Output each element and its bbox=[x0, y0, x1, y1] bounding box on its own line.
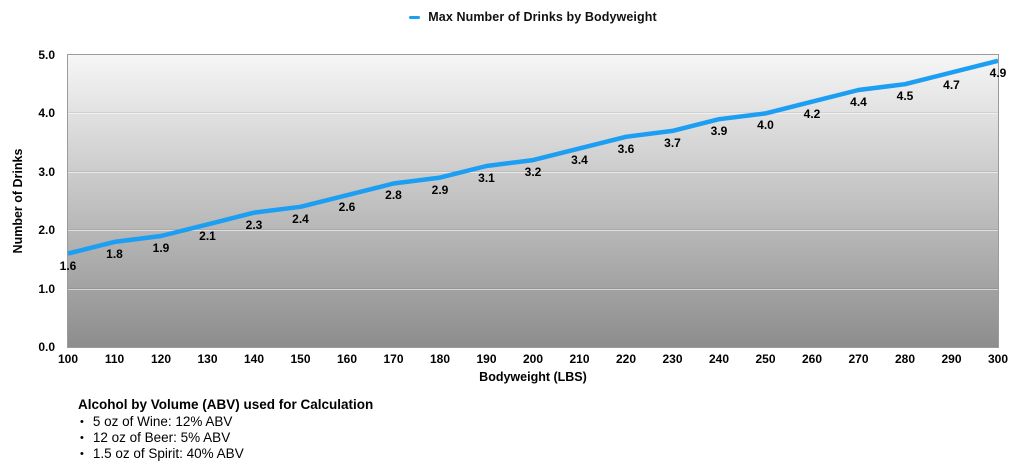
abv-note-item: • 1.5 oz of Spirit: 40% ABV bbox=[78, 446, 373, 462]
x-tick-label: 280 bbox=[894, 352, 916, 366]
x-tick-label: 170 bbox=[383, 352, 404, 366]
y-axis-tick-labels: 0.0 1.0 2.0 3.0 4.0 5.0 bbox=[0, 48, 62, 354]
abv-note-text: 5 oz of Wine: 12% ABV bbox=[92, 414, 233, 429]
x-tick-label: 180 bbox=[429, 352, 451, 366]
abv-notes-title: Alcohol by Volume (ABV) used for Calcula… bbox=[78, 397, 374, 412]
x-tick-label: 110 bbox=[104, 352, 125, 366]
x-tick-label: 300 bbox=[987, 352, 1009, 366]
x-tick-label: 220 bbox=[615, 352, 637, 366]
data-point-label: 2.4 bbox=[292, 211, 309, 226]
data-point-label: 2.8 bbox=[385, 188, 402, 203]
series-line-svg bbox=[68, 58, 998, 256]
plot-area: 1.6 1.8 1.9 2.1 2.3 2.4 2.6 2.8 2.9 3.1 3.2 3.4 3.6 3… bbox=[60, 54, 1006, 348]
data-point-label: 2.1 bbox=[199, 229, 216, 244]
x-tick-label: 190 bbox=[476, 352, 497, 366]
data-point-label: 2.6 bbox=[338, 200, 356, 215]
x-axis-tick-labels: 100 110 120 130 140 150 160 170 180 190 200 210 220 2… bbox=[58, 352, 1008, 366]
x-axis-title: Bodyweight (LBS) bbox=[479, 370, 587, 384]
bullet-icon: • bbox=[80, 432, 84, 444]
data-point-label: 1.6 bbox=[59, 258, 77, 273]
x-tick-label: 270 bbox=[848, 352, 869, 366]
abv-note-text: 12 oz of Beer: 5% ABV bbox=[92, 430, 231, 445]
gridline bbox=[68, 113, 998, 114]
x-tick-label: 260 bbox=[801, 352, 823, 366]
data-point-label: 1.9 bbox=[152, 241, 170, 256]
x-tick-label: 230 bbox=[662, 352, 683, 366]
x-tick-label: 290 bbox=[941, 352, 962, 366]
data-point-label: 3.2 bbox=[524, 165, 542, 180]
abv-notes-list: • 5 oz of Wine: 12% ABV • 12 oz of Beer: 5%… bbox=[78, 414, 373, 462]
data-point-label: 4.5 bbox=[896, 89, 914, 104]
abv-note-item: • 5 oz of Wine: 12% ABV bbox=[78, 414, 373, 430]
data-point-label: 3.1 bbox=[478, 170, 495, 185]
data-point-label: 1.8 bbox=[106, 246, 123, 261]
bullet-icon: • bbox=[80, 448, 84, 460]
x-tick-label: 150 bbox=[290, 352, 311, 366]
x-tick-label: 160 bbox=[336, 352, 358, 366]
legend: Max Number of Drinks by Bodyweight bbox=[68, 8, 998, 26]
bullet-icon: • bbox=[80, 416, 84, 428]
data-point-label: 4.7 bbox=[943, 77, 960, 92]
data-point-label: 4.0 bbox=[757, 118, 774, 133]
data-point-label: 4.2 bbox=[803, 106, 821, 121]
data-point-label: 3.6 bbox=[617, 141, 635, 156]
x-tick-label: 200 bbox=[522, 352, 544, 366]
x-tick-label: 240 bbox=[708, 352, 730, 366]
gridline bbox=[68, 172, 998, 173]
x-tick-label: 250 bbox=[755, 352, 776, 366]
data-point-label: 2.3 bbox=[245, 217, 263, 232]
legend-label: Max Number of Drinks by Bodyweight bbox=[428, 10, 657, 24]
abv-note-item: • 12 oz of Beer: 5% ABV bbox=[78, 430, 373, 446]
x-tick-label: 130 bbox=[197, 352, 218, 366]
series-line bbox=[68, 58, 998, 256]
data-point-label: 4.9 bbox=[989, 65, 1007, 80]
y-tick-label: 4.0 bbox=[38, 106, 55, 121]
x-tick-label: 100 bbox=[57, 352, 79, 366]
y-tick-label: 5.0 bbox=[38, 48, 55, 62]
y-tick-label: 0.0 bbox=[38, 340, 55, 354]
y-tick-label: 1.0 bbox=[38, 281, 55, 296]
y-tick-label: 2.0 bbox=[38, 223, 55, 238]
data-point-label: 2.9 bbox=[431, 182, 449, 197]
abv-note-text: 1.5 oz of Spirit: 40% ABV bbox=[92, 446, 244, 461]
data-point-label: 3.7 bbox=[664, 135, 681, 150]
gridline bbox=[68, 230, 998, 231]
abv-notes: Alcohol by Volume (ABV) used for Calcula… bbox=[78, 396, 373, 462]
gridline bbox=[68, 289, 998, 290]
x-tick-label: 140 bbox=[243, 352, 265, 366]
data-point-label: 3.4 bbox=[571, 153, 588, 168]
x-tick-label: 210 bbox=[569, 352, 590, 366]
data-point-label: 4.4 bbox=[850, 95, 867, 110]
y-tick-label: 3.0 bbox=[38, 164, 55, 179]
data-point-label: 3.9 bbox=[710, 124, 728, 139]
x-tick-label: 120 bbox=[150, 352, 172, 366]
legend-line-swatch bbox=[409, 15, 421, 19]
